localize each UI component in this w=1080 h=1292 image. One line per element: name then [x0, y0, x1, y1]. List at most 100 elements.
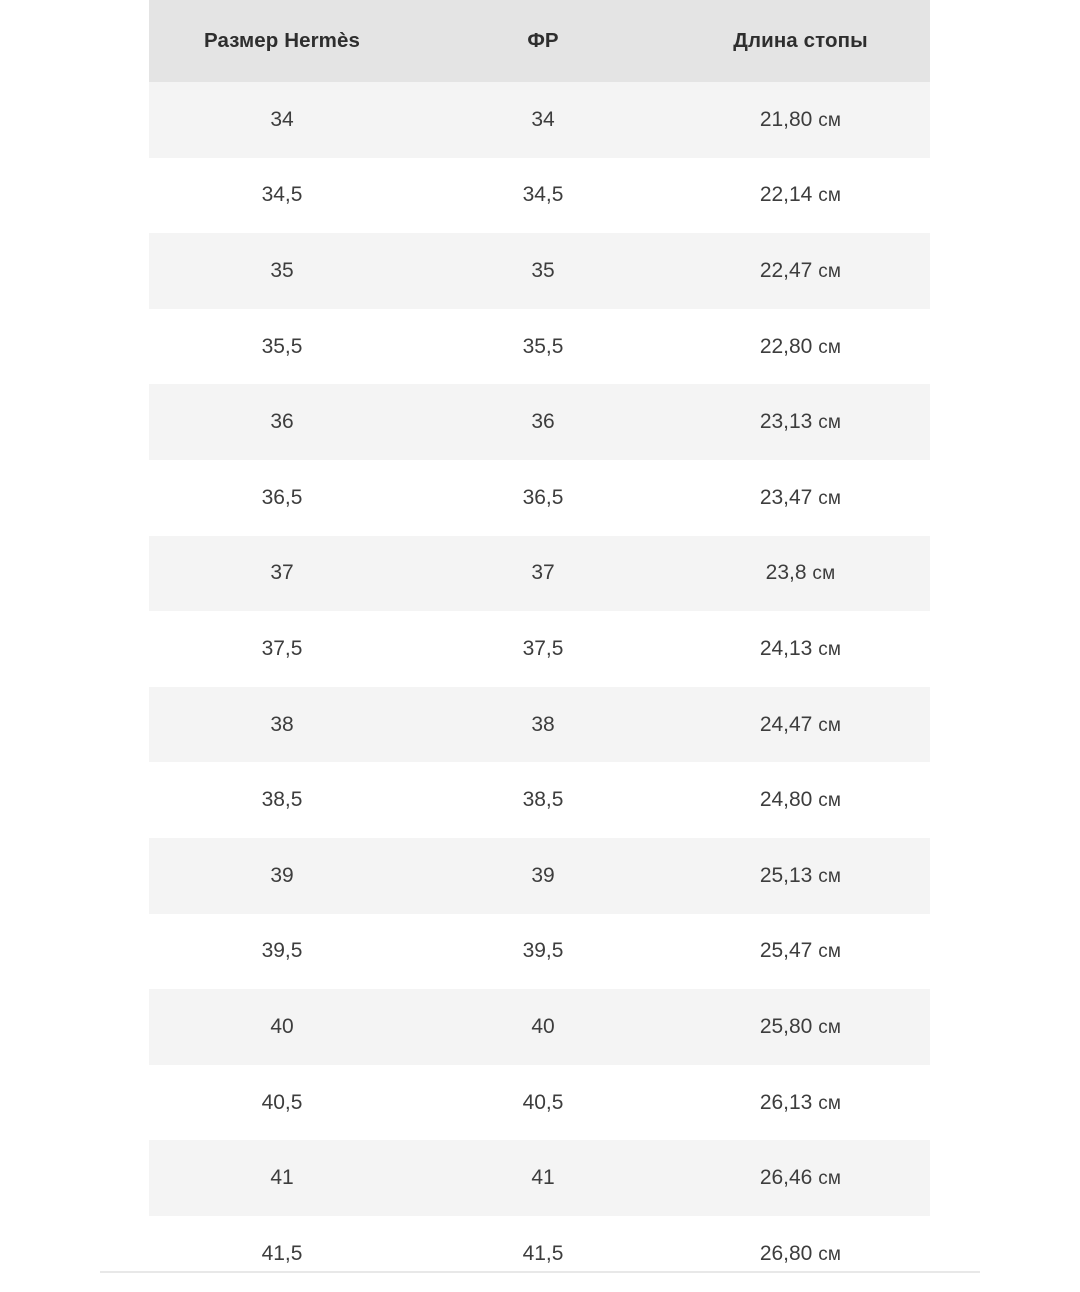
column-header-fr-size: ФР	[415, 0, 671, 82]
cell-foot-length: 23,47 см	[671, 459, 930, 536]
cell-fr-size: 38,5	[415, 762, 671, 838]
foot-length-unit: см	[818, 790, 842, 812]
foot-length-value: 25,80	[759, 1014, 813, 1038]
cell-hermes-size: 36,5	[149, 459, 415, 536]
foot-length-unit: см	[818, 714, 842, 736]
cell-fr-size: 36	[415, 384, 671, 460]
cell-hermes-size: 35	[149, 233, 415, 309]
table-row: 38,5 38,5 24,80 см	[149, 762, 930, 838]
cell-foot-length: 22,14 см	[671, 157, 930, 234]
table-body: 34 34 21,80 см 34,5 34,5 22,14 см 35 35 22,47 см…	[149, 82, 930, 1292]
cell-foot-length: 24,47 см	[671, 686, 930, 763]
foot-length-unit: см	[818, 412, 842, 434]
foot-length-unit: см	[818, 1092, 842, 1114]
table-header-row: Размер Hermès ФР Длина стопы	[149, 0, 930, 82]
cell-fr-size: 39,5	[415, 913, 671, 990]
foot-length-value: 26,46	[759, 1166, 813, 1190]
table-row: 40 40 25,80 см	[149, 989, 930, 1065]
foot-length-unit: см	[818, 865, 842, 887]
cell-foot-length: 22,80 см	[671, 308, 930, 385]
cell-fr-size: 34	[415, 82, 671, 158]
cell-hermes-size: 40	[149, 989, 415, 1065]
cell-hermes-size: 34,5	[149, 157, 415, 234]
table-row: 34 34 21,80 см	[149, 82, 930, 158]
cell-fr-size: 35,5	[415, 308, 671, 385]
table-header: Размер Hermès ФР Длина стопы	[149, 0, 930, 82]
foot-length-unit: см	[818, 1243, 842, 1265]
cell-hermes-size: 34	[149, 82, 415, 158]
foot-length-unit: см	[818, 1016, 842, 1038]
table-row: 36,5 36,5 23,47 см	[149, 459, 930, 536]
foot-length-unit: см	[818, 185, 842, 207]
cell-foot-length: 21,80 см	[671, 82, 930, 158]
foot-length-value: 24,80	[759, 788, 813, 812]
foot-length-unit: см	[818, 1168, 842, 1190]
cell-fr-size: 40	[415, 989, 671, 1065]
cell-foot-length: 26,46 см	[671, 1140, 930, 1216]
cell-fr-size: 41	[415, 1140, 671, 1216]
foot-length-unit: см	[818, 336, 842, 358]
cell-hermes-size: 37	[149, 535, 415, 612]
table-row: 34,5 34,5 22,14 см	[149, 157, 930, 234]
cell-fr-size: 39	[415, 837, 671, 914]
foot-length-unit: см	[818, 638, 842, 660]
table-row: 41 41 26,46 см	[149, 1140, 930, 1216]
foot-length-value: 23,8	[765, 561, 807, 585]
table-row: 35,5 35,5 22,80 см	[149, 308, 930, 385]
foot-length-unit: см	[818, 260, 842, 282]
cell-fr-size: 41,5	[415, 1215, 671, 1292]
cell-fr-size: 40,5	[415, 1064, 671, 1141]
cell-foot-length: 25,47 см	[671, 913, 930, 990]
cell-fr-size: 37,5	[415, 611, 671, 687]
foot-length-value: 25,13	[759, 863, 813, 887]
cell-foot-length: 25,13 см	[671, 837, 930, 914]
cell-fr-size: 35	[415, 233, 671, 309]
foot-length-value: 23,13	[759, 410, 813, 434]
cell-hermes-size: 41	[149, 1140, 415, 1216]
table-row: 39 39 25,13 см	[149, 837, 930, 914]
cell-foot-length: 24,80 см	[671, 762, 930, 838]
cell-hermes-size: 39	[149, 837, 415, 914]
foot-length-value: 23,47	[759, 485, 813, 509]
table-row: 39,5 39,5 25,47 см	[149, 913, 930, 990]
foot-length-value: 26,80	[759, 1241, 813, 1265]
foot-length-value: 24,13	[759, 636, 813, 660]
size-conversion-table: Размер Hermès ФР Длина стопы 34 34 21,80 с…	[149, 0, 930, 1292]
foot-length-value: 22,80	[759, 334, 813, 358]
foot-length-value: 22,47	[759, 258, 813, 282]
cell-fr-size: 38	[415, 686, 671, 763]
foot-length-unit: см	[812, 563, 836, 585]
cell-foot-length: 26,13 см	[671, 1064, 930, 1141]
column-header-hermes-size: Размер Hermès	[149, 0, 415, 82]
cell-foot-length: 24,13 см	[671, 611, 930, 687]
foot-length-value: 25,47	[759, 939, 813, 963]
cell-hermes-size: 40,5	[149, 1064, 415, 1141]
cell-foot-length: 22,47 см	[671, 233, 930, 309]
bottom-divider	[100, 1271, 980, 1273]
cell-hermes-size: 39,5	[149, 913, 415, 990]
cell-hermes-size: 38	[149, 686, 415, 763]
cell-hermes-size: 35,5	[149, 308, 415, 385]
table-row: 41,5 41,5 26,80 см	[149, 1215, 930, 1292]
table-row: 37,5 37,5 24,13 см	[149, 611, 930, 687]
foot-length-value: 22,14	[759, 183, 813, 207]
cell-fr-size: 37	[415, 535, 671, 612]
cell-foot-length: 23,8 см	[671, 535, 930, 612]
column-header-foot-length: Длина стопы	[671, 0, 930, 82]
foot-length-unit: см	[818, 109, 842, 131]
cell-fr-size: 34,5	[415, 157, 671, 234]
foot-length-unit: см	[818, 487, 842, 509]
foot-length-value: 26,13	[759, 1090, 813, 1114]
cell-fr-size: 36,5	[415, 459, 671, 536]
table-row: 37 37 23,8 см	[149, 535, 930, 612]
cell-foot-length: 23,13 см	[671, 384, 930, 460]
foot-length-unit: см	[818, 941, 842, 963]
cell-hermes-size: 37,5	[149, 611, 415, 687]
cell-hermes-size: 41,5	[149, 1215, 415, 1292]
foot-length-value: 21,80	[759, 107, 813, 131]
cell-foot-length: 25,80 см	[671, 989, 930, 1065]
table-row: 38 38 24,47 см	[149, 686, 930, 763]
foot-length-value: 24,47	[759, 712, 813, 736]
table-row: 35 35 22,47 см	[149, 233, 930, 309]
